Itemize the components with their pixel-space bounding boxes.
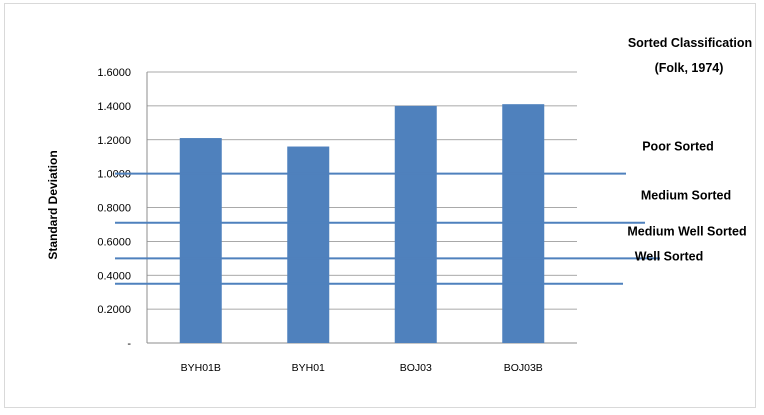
y-tick-label: 0.8000	[97, 203, 131, 215]
x-tick-label: BOJ03	[400, 362, 432, 374]
classification-lines	[115, 172, 660, 285]
chart-frame	[4, 3, 756, 408]
y-tick-label: 0.4000	[97, 270, 131, 282]
x-tick-label: BOJ03B	[504, 362, 543, 374]
classification-labels: Poor Sorted Medium Sorted Medium Well Sort…	[627, 140, 746, 264]
y-tick-label: 1.6000	[97, 67, 131, 79]
y-tick-label: 0.6000	[97, 236, 131, 248]
classification-label: Well Sorted	[635, 250, 704, 264]
y-tick-label: 0.2000	[97, 304, 131, 316]
bar	[179, 138, 222, 343]
y-tick-label: -	[127, 338, 131, 350]
classification-label: Medium Well Sorted	[627, 224, 746, 238]
y-tick-label: 1.4000	[97, 101, 131, 113]
x-tick-label: BYH01	[292, 362, 325, 374]
bar	[287, 146, 330, 343]
y-axis-label: Standard Deviation	[46, 150, 60, 259]
x-tick-labels: BYH01B BYH01 BOJ03 BOJ03B	[181, 362, 543, 374]
classification-label: Poor Sorted	[642, 140, 714, 154]
y-tick-labels: - 0.2000 0.4000 0.6000 0.8000 1.0000 1.2000 1.4…	[97, 67, 131, 350]
y-tick-label: 1.2000	[97, 135, 131, 147]
classification-title: Sorted Classification	[628, 36, 752, 50]
classification-reference: (Folk, 1974)	[655, 61, 724, 75]
x-tick-label: BYH01B	[181, 362, 221, 374]
y-tick-label: 1.0000	[97, 169, 131, 181]
classification-label: Medium Sorted	[641, 189, 731, 203]
bar	[394, 105, 437, 343]
